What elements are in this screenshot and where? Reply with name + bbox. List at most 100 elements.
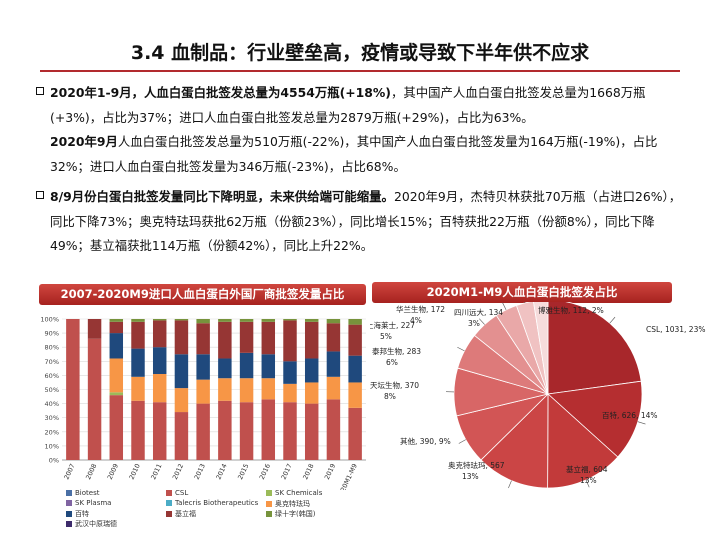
bar-segment xyxy=(66,319,79,460)
right-chart-title: 2020M1-M9人血白蛋白批签发占比 xyxy=(372,282,672,303)
para1-bold-a: 2020年1-9月，人血白蛋白批签发总量为4554万瓶(+18%) xyxy=(50,85,391,100)
legend-item: 百特 xyxy=(66,509,89,519)
pie-label: 其他, 390, 9% xyxy=(400,436,451,446)
y-tick-label: 20% xyxy=(45,428,59,436)
left-chart-title: 2007-2020M9进口人血白蛋白外国厂商批签发量占比 xyxy=(39,284,366,305)
legend-swatch xyxy=(66,521,72,527)
pie-label: CSL, 1031, 23% xyxy=(646,325,705,334)
x-tick-label: 2018 xyxy=(301,462,315,480)
bar-segment xyxy=(131,377,144,401)
leader-line xyxy=(479,319,484,325)
pie-label: 百特, 626, 14% xyxy=(602,410,658,420)
x-tick-label: 2009 xyxy=(106,462,120,480)
pie-label: 13% xyxy=(580,476,597,485)
bar-segment xyxy=(218,378,231,401)
bullet-icon xyxy=(36,87,44,95)
legend-swatch xyxy=(266,511,272,517)
bar-segment xyxy=(283,402,296,460)
legend-item: 奥克特珐玛 xyxy=(266,499,310,509)
pie-label: 基立福, 604 xyxy=(566,464,608,474)
bar-segment xyxy=(175,412,188,460)
legend-item: 绿十字(韩国) xyxy=(266,509,315,519)
pie-label: 8% xyxy=(384,392,396,401)
bar-segment xyxy=(348,408,361,460)
bar-segment xyxy=(196,404,209,460)
legend-swatch xyxy=(166,500,172,506)
bar-segment xyxy=(240,353,253,378)
bar-segment xyxy=(153,402,166,460)
legend-item: 武汉中原瑞德 xyxy=(66,519,117,529)
bar-segment xyxy=(175,388,188,412)
x-tick-label: 2014 xyxy=(214,462,228,480)
pie-label: 3% xyxy=(468,319,480,328)
y-tick-label: 0% xyxy=(49,457,59,465)
bar-segment xyxy=(131,319,144,322)
page-title: 3.4 血制品：行业壁垒高，疫情或导致下半年供不应求 xyxy=(0,38,720,65)
bar-segment xyxy=(327,319,340,323)
legend-label: Talecris Biotherapeutics xyxy=(175,499,258,507)
leader-line xyxy=(610,317,615,323)
bar-segment xyxy=(110,319,123,322)
bar-segment xyxy=(110,322,123,333)
bar-segment xyxy=(305,382,318,403)
legend-swatch xyxy=(166,490,172,496)
bar-segment xyxy=(348,319,361,325)
bar-segment xyxy=(305,319,318,322)
para1-bold-b: 2020年9月 xyxy=(50,134,118,149)
bar-segment xyxy=(218,358,231,378)
bar-segment xyxy=(283,319,296,320)
bar-segment xyxy=(348,356,361,383)
pie-label: 泰邦生物, 283 xyxy=(372,346,421,356)
legend-swatch xyxy=(166,511,172,517)
bar-segment xyxy=(240,322,253,353)
bar-segment xyxy=(305,358,318,382)
leader-line xyxy=(508,481,511,488)
y-tick-label: 90% xyxy=(45,330,59,338)
legend-swatch xyxy=(266,490,272,496)
pie-label: 华兰生物, 172 xyxy=(396,304,445,314)
legend-label: 百特 xyxy=(75,510,89,518)
x-tick-label: 2010 xyxy=(128,462,142,480)
pie-label: 上海莱士, 227 xyxy=(370,320,415,330)
bar-segment xyxy=(196,380,209,404)
pie-label: 13% xyxy=(462,472,479,481)
x-tick-label: 2020M1-M9 xyxy=(335,462,358,490)
bar-segment xyxy=(218,319,231,322)
pie-label: 6% xyxy=(386,358,398,367)
legend-swatch xyxy=(66,511,72,517)
bullet-icon xyxy=(36,191,44,199)
bar-segment xyxy=(262,354,275,378)
legend-item: 基立福 xyxy=(166,509,196,519)
pie-slice xyxy=(548,302,641,394)
paragraph-2: 8/9月份白蛋白批签发量同比下降明显，未来供给端可能缩量。2020年9月，杰特贝… xyxy=(50,185,690,259)
y-tick-label: 70% xyxy=(45,358,59,366)
pie-label: 天坛生物, 370 xyxy=(370,380,419,390)
legend-label: 武汉中原瑞德 xyxy=(75,520,117,528)
bar-segment xyxy=(262,378,275,399)
legend-swatch xyxy=(266,501,272,507)
leader-line xyxy=(459,440,466,444)
bar-segment xyxy=(262,322,275,354)
bar-segment xyxy=(153,319,166,320)
bar-segment xyxy=(131,322,144,349)
x-tick-label: 2016 xyxy=(258,462,272,480)
bar-segment xyxy=(110,395,123,460)
x-tick-label: 2008 xyxy=(84,462,98,480)
y-tick-label: 60% xyxy=(45,372,59,380)
legend-label: CSL xyxy=(175,489,188,497)
paragraph-1: 2020年1-9月，人血白蛋白批签发总量为4554万瓶(+18%)，其中国产人血… xyxy=(50,81,690,179)
bar-segment xyxy=(240,402,253,460)
pie-label: 博雅生物, 112, 2% xyxy=(538,305,604,315)
bar-segment xyxy=(262,319,275,322)
x-tick-label: 2007 xyxy=(62,462,76,480)
legend-item: Talecris Biotherapeutics xyxy=(166,499,258,507)
bar-segment xyxy=(131,401,144,460)
pie-label: 4% xyxy=(410,316,422,325)
bar-segment xyxy=(88,339,101,460)
leader-line xyxy=(457,347,464,351)
bar-segment xyxy=(240,319,253,322)
bar-segment xyxy=(175,354,188,388)
para1-text-b: 人血白蛋白批签发总量为510万瓶(-22%)，其中国产人血白蛋白批签发量为164… xyxy=(50,134,657,174)
x-tick-label: 2012 xyxy=(171,462,185,480)
